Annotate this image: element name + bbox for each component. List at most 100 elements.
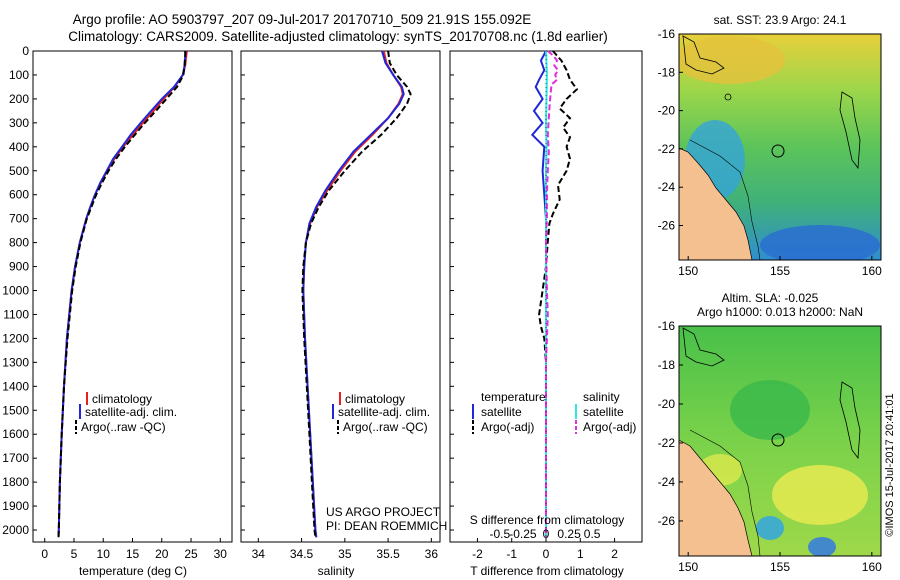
depth-contour (689, 429, 761, 556)
temperature-plot: 0 5 10 15 20 25 30 (41, 50, 227, 561)
map-y-tick-label: -18 (658, 358, 676, 372)
map-y-tick-label: -18 (658, 65, 676, 79)
land-mass (679, 439, 753, 556)
s-top-tick-label: 0 (543, 527, 550, 541)
x-tick-label: 35.5 (376, 547, 400, 561)
legend-t-argo-label: Argo(-adj) (481, 420, 534, 434)
land-mass (679, 147, 753, 260)
sla-low-patch (730, 380, 810, 440)
map-x-tick-label: 155 (770, 560, 790, 574)
salinity-plot: 34 34.5 35 35.5 36 (252, 50, 439, 561)
salinity-xlabel: salinity (318, 564, 355, 578)
series-line-s-argo-adj- (544, 50, 560, 538)
depth-tick-label: 900 (9, 260, 29, 274)
sst-map-axes: 150 155 160 -16 -18 -20 -22 -24 -26 (658, 27, 882, 278)
depth-contour (689, 139, 761, 260)
map-y-tick-label: -22 (658, 436, 676, 450)
sla-map (678, 325, 882, 557)
legend-s-argo-label: Argo(-adj) (583, 420, 636, 434)
x-tick-label: 5 (71, 547, 78, 561)
s-top-tick-label: 0.5 (584, 527, 601, 541)
legend-satellite-label: satellite-adj. clim. (85, 405, 177, 419)
x-tick-label: 25 (184, 547, 198, 561)
depth-tick-label: 1000 (2, 284, 29, 298)
depth-tick-label: 600 (9, 188, 29, 202)
depth-tick-label: 1400 (2, 379, 29, 393)
series-line-satellite-adj-clim- (302, 50, 405, 538)
sla-high-patch (772, 465, 868, 525)
temperature-legend: climatology satellite-adj. clim. Argo(..… (75, 392, 177, 434)
legend-t-satellite-label: satellite (481, 405, 522, 419)
x-tick-label: 36 (425, 547, 439, 561)
series-line-argo-raw-qc- (301, 50, 412, 538)
x-tick-label: 34 (252, 547, 266, 561)
depth-tick-label: 300 (9, 116, 29, 130)
x-tick-label: 15 (126, 547, 140, 561)
depth-tick-label: 700 (9, 212, 29, 226)
profile-location-marker (771, 433, 785, 447)
depth-tick-label: 800 (9, 236, 29, 250)
legend-argo-label: Argo(..raw -QC) (343, 420, 428, 434)
x-tick-label: -1 (506, 547, 517, 561)
difference-top-label: S difference from climatology (470, 513, 625, 527)
series-line-climatology (57, 50, 188, 538)
map-y-tick-label: -24 (658, 180, 676, 194)
project-label: US ARGO PROJECT (326, 505, 441, 519)
depth-tick-label: 1100 (3, 307, 29, 321)
map-y-tick-label: -24 (658, 475, 676, 489)
depth-tick-label: 2000 (2, 523, 29, 537)
difference-plot: -2 -1 0 1 2 -0.5 -0.25 0 0.25 0.5 (472, 50, 618, 561)
series-line-satellite-adj-clim- (57, 50, 187, 538)
map-y-tick-label: -20 (658, 397, 676, 411)
map-x-tick-label: 150 (678, 264, 698, 278)
map-y-tick-label: -26 (658, 514, 676, 528)
map-y-tick-label: -22 (658, 142, 676, 156)
series-line-t-satellite (530, 50, 547, 538)
sst-warm-patch (679, 36, 785, 84)
depth-tick-label: 400 (9, 140, 29, 154)
map-y-tick-label: -26 (658, 219, 676, 233)
map-y-tick-label: -16 (658, 27, 676, 41)
x-tick-label: 20 (155, 547, 169, 561)
figure-title-line2: Climatology: CARS2009. Satellite-adjuste… (68, 29, 608, 44)
legend-climatology-label: climatology (92, 392, 152, 406)
x-tick-label: 35 (338, 547, 352, 561)
profile-location-marker (771, 144, 785, 158)
x-tick-label: 1 (577, 547, 584, 561)
sla-map-axes: 150 155 160 -16 -18 -20 -22 -24 -26 (658, 319, 882, 574)
legend-climatology-label: climatology (345, 392, 405, 406)
sla-negative-eddy (756, 516, 784, 540)
salinity-panel (240, 50, 441, 543)
depth-tick-label: 1800 (2, 475, 29, 489)
x-tick-label: 10 (97, 547, 111, 561)
legend-argo-label: Argo(..raw -QC) (81, 420, 166, 434)
figure-title-line1: Argo profile: AO 5903797_207 09-Jul-2017… (73, 12, 532, 27)
island-marker (724, 93, 732, 101)
series-line-climatology (302, 50, 404, 538)
map-x-tick-label: 155 (770, 264, 790, 278)
sla-negative-eddy-2 (808, 537, 836, 556)
plateau-contour (839, 91, 861, 170)
x-tick-label: 2 (611, 547, 618, 561)
legend-salinity-header: salinity (583, 390, 620, 404)
pi-label: PI: DEAN ROEMMICH (326, 519, 447, 533)
temperature-xlabel: temperature (deg C) (79, 564, 187, 578)
s-top-tick-label: 0.25 (557, 527, 581, 541)
s-top-tick-label: -0.25 (509, 527, 537, 541)
sst-map-title: sat. SST: 23.9 Argo: 24.1 (714, 13, 847, 27)
series-line-argo-raw-qc- (57, 51, 187, 538)
depth-tick-label: 0 (22, 44, 29, 58)
difference-legend: temperature satellite Argo(-adj) salinit… (472, 390, 636, 434)
depth-tick-label: 1900 (2, 499, 29, 513)
map-y-tick-label: -20 (658, 104, 676, 118)
plateau-contour (839, 381, 861, 460)
depth-axis: 0 100 200 300 400 500 600 700 800 900 1000 1100 1200… (2, 44, 454, 537)
copyright-label: ©IMOS 15-Jul-2017 20:41:01 (884, 393, 896, 536)
difference-xlabel: T difference from climatology (470, 564, 624, 578)
depth-tick-label: 500 (9, 164, 29, 178)
map-x-tick-label: 150 (678, 560, 698, 574)
map-y-tick-label: -16 (658, 319, 676, 333)
sst-cool-patch (760, 225, 880, 260)
x-tick-label: 0 (543, 547, 550, 561)
